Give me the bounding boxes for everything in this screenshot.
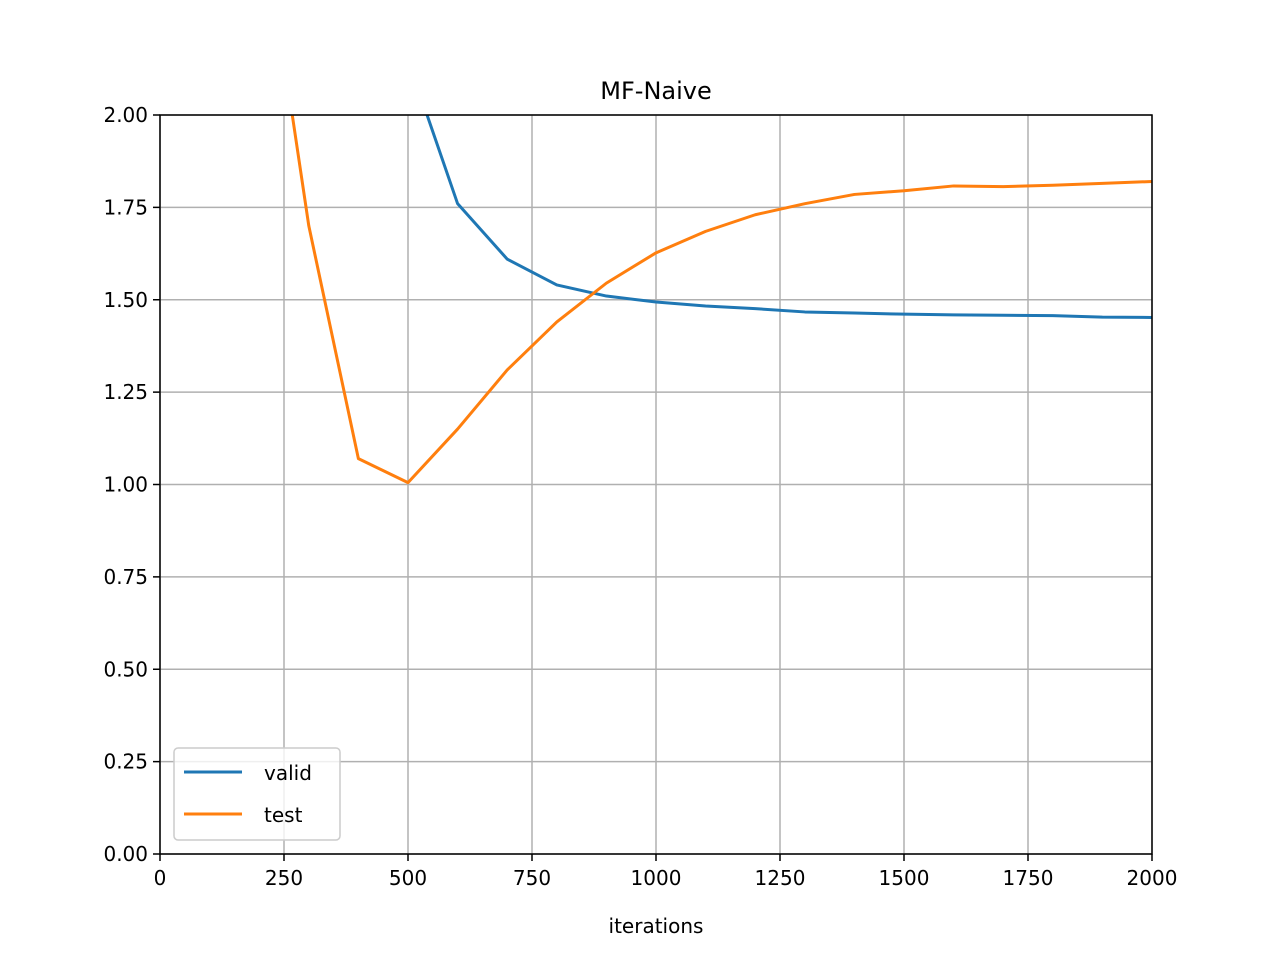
x-tick-label: 250 bbox=[265, 866, 303, 890]
x-tick-label: 2000 bbox=[1127, 866, 1178, 890]
x-tick-label: 500 bbox=[389, 866, 427, 890]
x-tick-label: 1500 bbox=[879, 866, 930, 890]
y-tick-label: 1.25 bbox=[103, 380, 148, 404]
x-axis-ticks: 0 250 500 750 1000 1250 1500 1750 2000 bbox=[154, 854, 1178, 890]
x-axis-label: iterations bbox=[609, 914, 704, 938]
legend-label-test: test bbox=[264, 803, 303, 827]
series-line-test bbox=[290, 115, 1152, 485]
x-tick-label: 1750 bbox=[1003, 866, 1054, 890]
y-tick-label: 0.50 bbox=[103, 657, 148, 681]
x-tick-label: 1000 bbox=[631, 866, 682, 890]
x-tick-label: 750 bbox=[513, 866, 551, 890]
chart-title: MF-Naive bbox=[600, 77, 711, 105]
y-tick-label: 0.00 bbox=[103, 842, 148, 866]
legend: valid test bbox=[173, 747, 341, 841]
y-tick-label: 1.00 bbox=[103, 473, 148, 497]
y-tick-label: 0.25 bbox=[103, 750, 148, 774]
y-tick-label: 1.50 bbox=[103, 288, 148, 312]
x-tick-label: 0 bbox=[154, 866, 167, 890]
legend-box bbox=[173, 747, 341, 841]
y-tick-label: 2.00 bbox=[103, 103, 148, 127]
series-line-valid bbox=[425, 115, 1152, 319]
y-tick-label: 1.75 bbox=[103, 195, 148, 219]
series-layer bbox=[290, 115, 1152, 485]
legend-label-valid: valid bbox=[264, 761, 312, 785]
x-tick-label: 1250 bbox=[755, 866, 806, 890]
y-axis-ticks: 0.00 0.25 0.50 0.75 1.00 1.25 1.50 1.75 2.00 bbox=[103, 103, 160, 866]
y-tick-label: 0.75 bbox=[103, 565, 148, 589]
